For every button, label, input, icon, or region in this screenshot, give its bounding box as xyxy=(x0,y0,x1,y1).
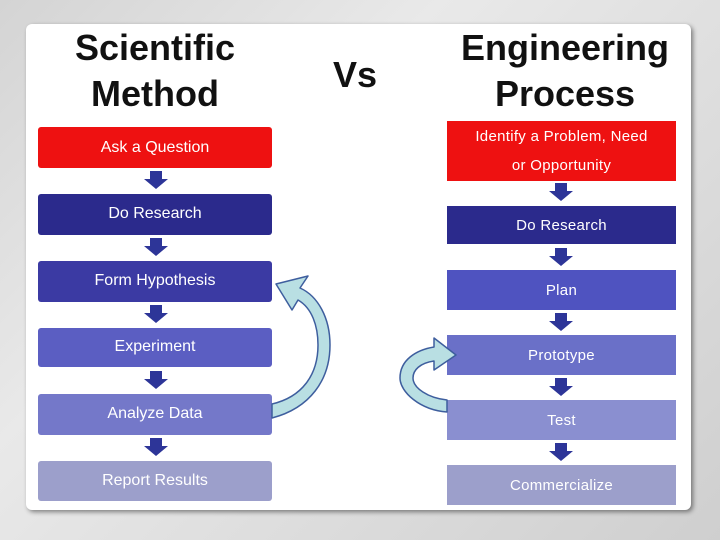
cycle-arrow-icon xyxy=(271,275,331,419)
down-arrow-icon xyxy=(549,183,573,201)
engineering-process-title: Engineering Process xyxy=(440,28,690,114)
down-arrow-icon xyxy=(144,305,168,323)
step-identify-line1: Identify a Problem, Need xyxy=(475,128,648,145)
down-arrow-icon xyxy=(144,371,168,389)
title-line: Engineering xyxy=(460,27,670,68)
step-do-research: Do Research xyxy=(447,206,676,244)
step-do-research: Do Research xyxy=(38,194,272,235)
down-arrow-icon xyxy=(549,443,573,461)
step-ask-question: Ask a Question xyxy=(38,127,272,168)
cycle-arrow-icon xyxy=(399,337,457,413)
scientific-method-title: Scientific Method xyxy=(40,28,270,114)
step-identify-problem: Identify a Problem, Need or Opportunity xyxy=(447,121,676,181)
step-form-hypothesis: Form Hypothesis xyxy=(38,261,272,302)
step-commercialize: Commercialize xyxy=(447,465,676,505)
down-arrow-icon xyxy=(144,238,168,256)
step-prototype: Prototype xyxy=(447,335,676,375)
title-line: Scientific xyxy=(74,27,236,68)
down-arrow-icon xyxy=(144,171,168,189)
down-arrow-icon xyxy=(549,313,573,331)
step-experiment: Experiment xyxy=(38,328,272,367)
step-test: Test xyxy=(447,400,676,440)
step-plan: Plan xyxy=(447,270,676,310)
title-line: Method xyxy=(91,73,219,114)
title-line: Process xyxy=(494,73,636,114)
step-identify-line2: or Opportunity xyxy=(511,157,612,174)
step-analyze-data: Analyze Data xyxy=(38,394,272,435)
step-report-results: Report Results xyxy=(38,461,272,501)
vs-label: Vs xyxy=(332,54,378,95)
down-arrow-icon xyxy=(549,248,573,266)
down-arrow-icon xyxy=(549,378,573,396)
down-arrow-icon xyxy=(144,438,168,456)
